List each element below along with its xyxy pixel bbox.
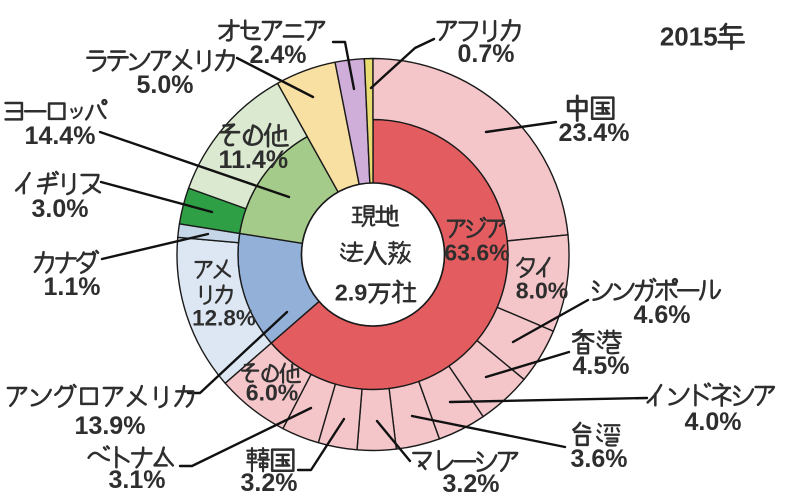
svg-text:12.8%: 12.8% bbox=[192, 305, 256, 330]
svg-text:8.0%: 8.0% bbox=[516, 277, 568, 303]
svg-text:4.5%: 4.5% bbox=[573, 352, 630, 380]
svg-text:0.7%: 0.7% bbox=[458, 40, 515, 68]
svg-text:3.2%: 3.2% bbox=[241, 469, 298, 497]
svg-text:2.9: 2.9 bbox=[335, 280, 368, 306]
svg-text:23.4%: 23.4% bbox=[559, 119, 630, 147]
svg-text:4.6%: 4.6% bbox=[634, 301, 691, 329]
svg-text:3.0%: 3.0% bbox=[32, 195, 89, 223]
svg-text:3.6%: 3.6% bbox=[571, 445, 628, 473]
svg-text:63.6%: 63.6% bbox=[444, 239, 509, 265]
svg-text:11.4%: 11.4% bbox=[219, 146, 289, 174]
svg-text:6.0%: 6.0% bbox=[246, 379, 298, 405]
svg-text:4.0%: 4.0% bbox=[685, 408, 742, 436]
svg-text:2015: 2015 bbox=[660, 22, 718, 52]
svg-text:14.4%: 14.4% bbox=[25, 122, 96, 150]
svg-text:2.4%: 2.4% bbox=[250, 41, 307, 69]
svg-text:5.0%: 5.0% bbox=[137, 71, 194, 99]
svg-text:3.1%: 3.1% bbox=[109, 466, 166, 494]
svg-text:1.1%: 1.1% bbox=[44, 273, 101, 301]
svg-text:3.2%: 3.2% bbox=[443, 470, 500, 498]
svg-text:13.9%: 13.9% bbox=[75, 412, 146, 440]
